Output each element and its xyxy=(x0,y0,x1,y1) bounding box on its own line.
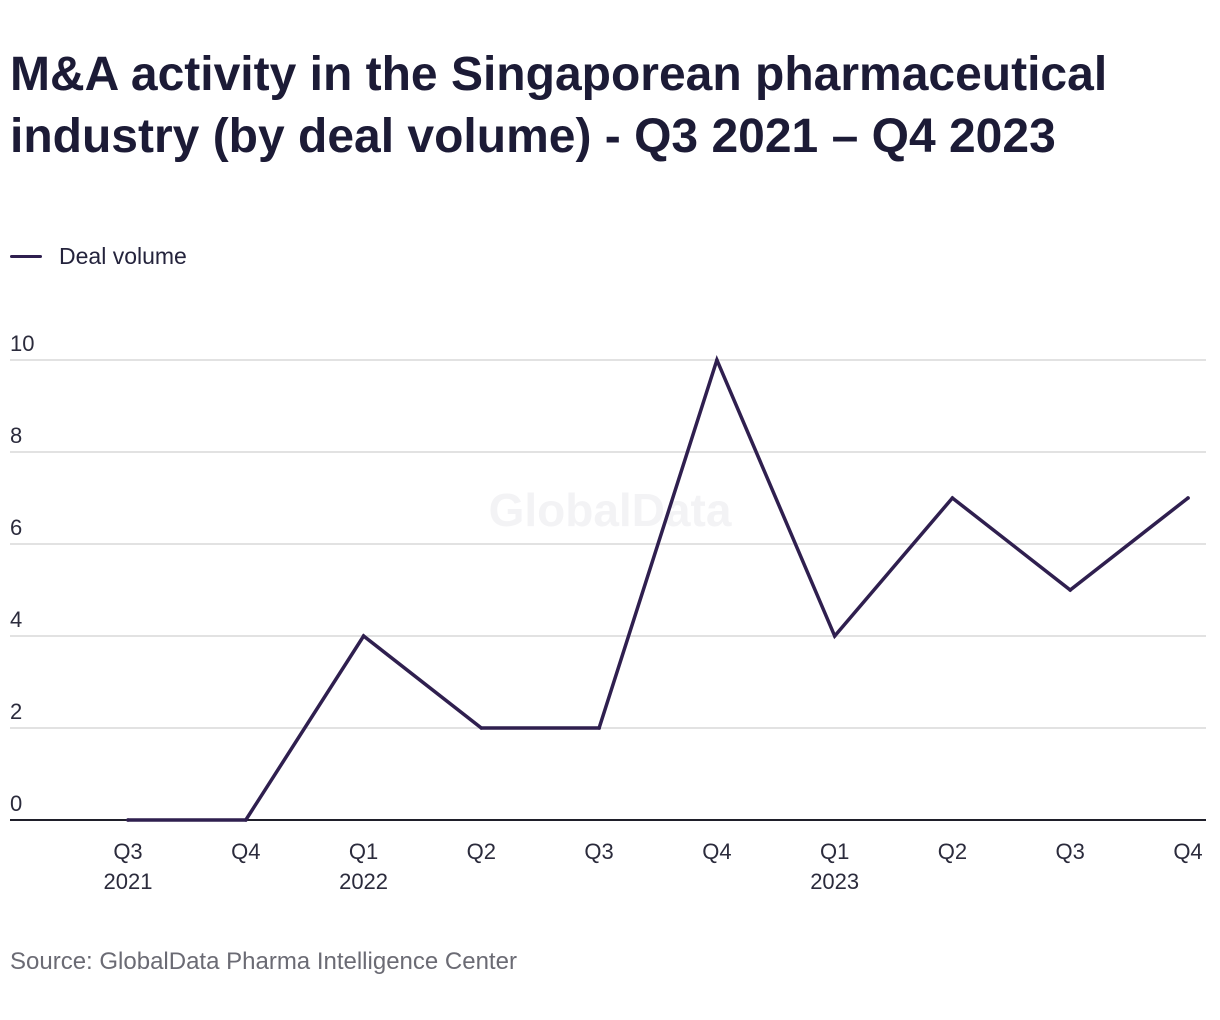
legend-label: Deal volume xyxy=(59,243,187,269)
x-tick-year-label: 2022 xyxy=(339,869,388,894)
data-point xyxy=(243,818,248,822)
legend-swatch xyxy=(10,255,42,258)
x-tick-label: Q1 xyxy=(349,839,378,864)
y-tick-label: 2 xyxy=(10,699,22,724)
y-tick-label: 8 xyxy=(10,423,22,448)
chart-title: M&A activity in the Singaporean pharmace… xyxy=(10,48,1108,163)
x-tick-label: Q3 xyxy=(113,839,142,864)
x-tick-label: Q1 xyxy=(820,839,849,864)
legend: Deal volume xyxy=(10,243,187,270)
data-point xyxy=(950,496,955,500)
x-tick-year-label: 2023 xyxy=(810,869,859,894)
source-note: Source: GlobalData Pharma Intelligence C… xyxy=(10,948,517,975)
data-point xyxy=(1068,588,1073,592)
x-tick-label: Q2 xyxy=(938,839,967,864)
y-tick-label: 4 xyxy=(10,607,22,632)
x-tick-year-label: 2021 xyxy=(104,869,153,894)
x-tick-label: Q4 xyxy=(1173,839,1202,864)
x-tick-label: Q2 xyxy=(467,839,496,864)
x-tick-label: Q3 xyxy=(1056,839,1085,864)
data-point xyxy=(1186,496,1190,500)
data-point xyxy=(126,818,130,822)
y-tick-label: 10 xyxy=(10,331,34,356)
data-point xyxy=(597,726,601,730)
x-tick-label: Q3 xyxy=(584,839,613,864)
y-tick-label: 0 xyxy=(10,791,22,816)
x-tick-label: Q4 xyxy=(702,839,731,864)
data-point xyxy=(479,726,484,730)
series-line-deal-volume xyxy=(126,354,1190,822)
watermark: GlobalData xyxy=(489,484,732,536)
data-point xyxy=(832,634,837,638)
y-tick-label: 6 xyxy=(10,515,22,540)
data-point xyxy=(361,634,366,638)
line-chart: GlobalData 0 2 4 6 8 10 Q3 2021 Q4 Q1 2022 Q2 Q3 Q4 Q1 2… xyxy=(10,331,1206,894)
x-tick-label: Q4 xyxy=(231,839,260,864)
data-point xyxy=(715,358,719,362)
